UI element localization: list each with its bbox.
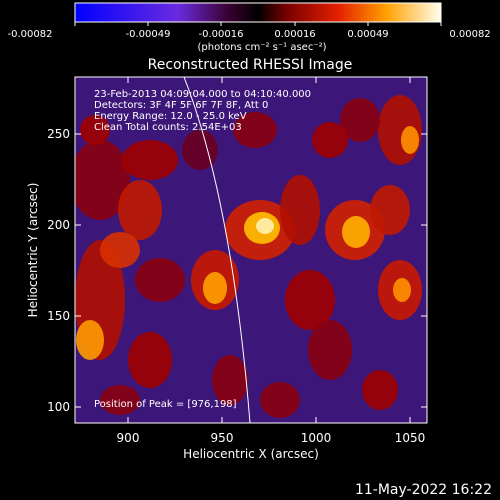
plot-frame — [74, 76, 428, 424]
emission-blob — [128, 332, 172, 388]
emission-blob — [203, 272, 227, 304]
colorbar — [74, 2, 442, 23]
y-tick-label: 200 — [47, 218, 70, 232]
y-tick-label: 150 — [47, 309, 70, 323]
emission-blob — [362, 370, 398, 410]
x-axis-ticks — [127, 77, 411, 423]
x-tick-label: 1000 — [301, 431, 332, 445]
y-axis-label: Heliocentric Y (arcsec) — [26, 183, 40, 318]
emission-blob — [75, 140, 130, 220]
peak-position-label: Position of Peak = [976,198] — [94, 399, 237, 410]
emission-blob — [393, 278, 411, 302]
colorbar-tick-label: -0.00049 — [126, 29, 171, 40]
emission-blob — [370, 185, 410, 235]
x-tick-label: 900 — [117, 431, 140, 445]
time-range-label: 23-Feb-2013 04:09:04.000 to 04:10:40.000 — [94, 89, 311, 100]
emission-blob — [100, 385, 140, 415]
emission-blob — [280, 175, 320, 245]
colorbar-units-label: (photons cm⁻² s⁻¹ asec⁻²) — [197, 42, 326, 53]
emission-blob — [118, 180, 162, 240]
emission-blob — [260, 382, 300, 418]
x-axis-label: Heliocentric X (arcsec) — [183, 447, 319, 461]
y-axis-ticks — [75, 133, 427, 408]
emission-blob — [342, 216, 370, 248]
footer-date: 11-May-2022 16:22 — [355, 482, 492, 498]
solar-limb — [183, 77, 251, 423]
x-tick-label: 950 — [211, 431, 234, 445]
colorbar-tick-label: 0.00082 — [449, 29, 490, 40]
emission-blob — [340, 98, 380, 142]
x-tick-label: 1050 — [395, 431, 426, 445]
emission-blob — [233, 112, 277, 148]
colorbar-tick-label: 0.00049 — [347, 29, 388, 40]
colorbar-tick-label: -0.00082 — [8, 29, 53, 40]
clean-counts-label: Clean Total counts: 2.54E+03 — [94, 122, 242, 133]
emission-blob — [285, 270, 335, 330]
y-tick-label: 100 — [47, 400, 70, 414]
colorbar-tick-label: -0.00016 — [199, 29, 244, 40]
solar-image — [75, 77, 427, 423]
emission-blob — [401, 126, 419, 154]
emission-blob — [212, 355, 248, 405]
plot-title: Reconstructed RHESSI Image — [148, 57, 353, 73]
emission-blob — [135, 258, 185, 302]
energy-range-label: Energy Range: 12.0 - 25.0 keV — [94, 111, 247, 122]
emission-blob — [122, 140, 178, 180]
emission-blob — [308, 320, 352, 380]
emission-blob — [76, 320, 104, 360]
y-tick-label: 250 — [47, 127, 70, 141]
colorbar-ticks — [74, 22, 442, 26]
emission-blob — [182, 130, 218, 170]
emission-blob — [256, 218, 274, 234]
colorbar-tick-label: 0.00016 — [274, 29, 315, 40]
detectors-label: Detectors: 3F 4F 5F 6F 7F 8F, Att 0 — [94, 100, 268, 111]
emission-blob — [100, 232, 140, 268]
emission-blob — [80, 115, 110, 145]
emission-blob — [312, 122, 348, 158]
